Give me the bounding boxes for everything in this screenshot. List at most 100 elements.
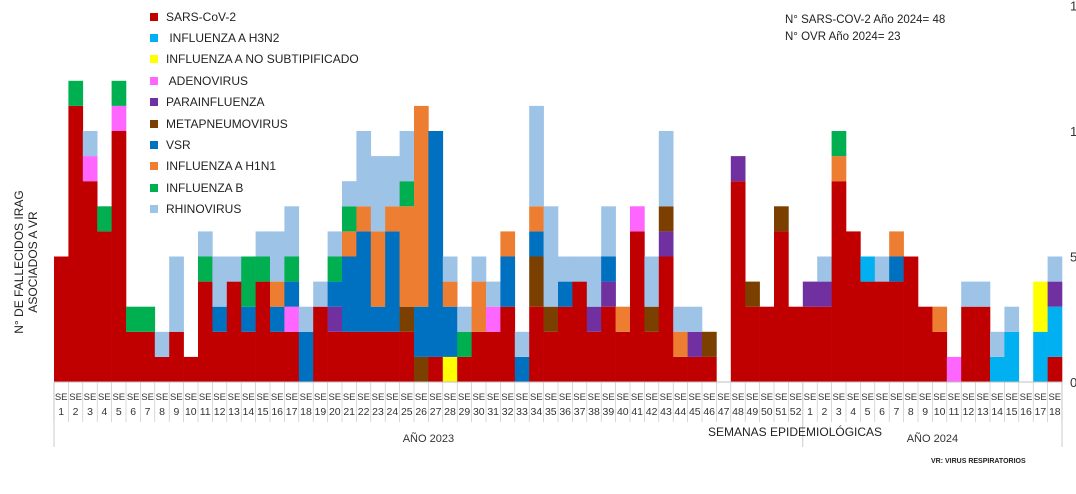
x-tick-label: 12	[214, 406, 226, 418]
bar-segment	[154, 356, 170, 382]
x-tick-label: 35	[545, 406, 557, 418]
bar-segment	[385, 206, 400, 232]
legend-label: PARAINFLUENZA	[166, 95, 265, 110]
y-tick-label: 5	[1070, 250, 1076, 265]
bar-segment	[558, 281, 573, 307]
legend-label: INFLUENZA A NO SUBTIPIFICADO	[166, 52, 359, 67]
x-tick-label: 5	[865, 406, 871, 418]
y-axis-label-line1: N° DE FALLECIDOS IRAG	[12, 190, 26, 334]
bar-segment	[558, 256, 573, 282]
x-tick-prefix: SE	[487, 392, 500, 403]
x-tick-label: 25	[401, 406, 413, 418]
x-tick-prefix: SE	[156, 392, 169, 403]
x-tick-prefix: SE	[69, 392, 82, 403]
x-tick-prefix: SE	[933, 392, 946, 403]
bar-segment	[745, 306, 760, 382]
bar-segment	[831, 131, 847, 157]
x-tick-prefix: SE	[847, 392, 860, 403]
bar-segment	[658, 256, 674, 382]
bar-segment	[327, 256, 343, 282]
bar-segment	[169, 331, 184, 382]
x-tick-prefix: SE	[674, 392, 687, 403]
x-tick-label: 46	[703, 406, 715, 418]
x-tick-label: 8	[159, 406, 165, 418]
bar-segment	[601, 281, 616, 307]
x-tick-prefix: SE	[184, 392, 197, 403]
bar-segment	[399, 331, 415, 382]
x-tick-label: 45	[689, 406, 701, 418]
bar-segment	[241, 256, 256, 307]
x-tick-prefix: SE	[55, 392, 68, 403]
bar-segment	[558, 306, 573, 382]
x-tick-label: 18	[300, 406, 312, 418]
bar-segment	[342, 206, 357, 232]
legend: SARS-CoV-2 INFLUENZA A H3N2 INFLUENZA A N…	[150, 6, 359, 220]
x-tick-prefix: SE	[602, 392, 615, 403]
bar-segment	[126, 306, 141, 332]
bar-segment	[889, 256, 904, 282]
x-tick-prefix: SE	[544, 392, 557, 403]
x-tick-label: 2	[821, 406, 827, 418]
bar-segment	[154, 331, 170, 357]
x-tick-prefix: SE	[919, 392, 932, 403]
bar-segment	[874, 256, 890, 282]
bar-segment	[284, 331, 300, 382]
bar-segment	[831, 181, 847, 382]
bar-segment	[241, 306, 256, 332]
bar-segment	[817, 306, 832, 382]
x-tick-prefix: SE	[343, 392, 356, 403]
legend-item: INFLUENZA B	[150, 177, 359, 198]
x-tick-label: 40	[617, 406, 629, 418]
bar-segment	[687, 331, 703, 357]
x-tick-prefix: SE	[199, 392, 212, 403]
bar-segment	[759, 306, 775, 382]
bar-segment	[644, 306, 660, 332]
legend-swatch	[150, 162, 158, 171]
bar-segment	[284, 256, 300, 282]
x-tick-prefix: SE	[832, 392, 845, 403]
x-tick-prefix: SE	[415, 392, 428, 403]
x-tick-prefix: SE	[213, 392, 226, 403]
bar-segment	[601, 306, 616, 382]
bar-segment	[774, 231, 789, 382]
bar-segment	[270, 231, 285, 282]
x-tick-label: 30	[473, 406, 485, 418]
legend-label: ADENOVIRUS	[166, 73, 249, 88]
legend-label: METAPNEUMOVIRUS	[166, 116, 288, 131]
bar-segment	[385, 156, 400, 207]
bar-segment	[370, 306, 386, 332]
legend-label: INFLUENZA A H3N2	[166, 31, 280, 46]
legend-label: INFLUENZA B	[166, 180, 244, 195]
legend-swatch	[150, 55, 158, 64]
bar-segment	[529, 256, 544, 307]
bar-segment	[975, 281, 991, 307]
bar-segment	[471, 331, 487, 382]
x-tick-label: 7	[145, 406, 151, 418]
bar-segment	[730, 156, 746, 182]
x-tick-label: 50	[761, 406, 773, 418]
x-tick-prefix: SE	[890, 392, 903, 403]
x-tick-label: 16	[271, 406, 283, 418]
bar-segment	[1047, 306, 1063, 357]
x-tick-label: 10	[185, 406, 197, 418]
x-tick-label: 5	[116, 406, 122, 418]
bar-segment	[1033, 331, 1048, 382]
x-tick-prefix: SE	[458, 392, 471, 403]
x-tick-label: 24	[387, 406, 399, 418]
x-tick-prefix: SE	[559, 392, 572, 403]
x-tick-label: 4	[850, 406, 856, 418]
bar-segment	[1004, 306, 1020, 332]
bar-segment	[428, 131, 444, 357]
bar-segment	[543, 206, 559, 307]
bar-segment	[500, 231, 516, 257]
bar-segment	[442, 281, 458, 307]
bar-segment	[212, 306, 228, 332]
bar-segment	[255, 281, 271, 382]
bar-segment	[572, 256, 588, 282]
legend-label: RHINOVIRUS	[166, 202, 242, 217]
x-tick-prefix: SE	[256, 392, 269, 403]
x-tick-prefix: SE	[703, 392, 716, 403]
bar-segment	[241, 331, 256, 382]
bar-segment	[457, 356, 472, 382]
x-tick-label: 22	[358, 406, 370, 418]
